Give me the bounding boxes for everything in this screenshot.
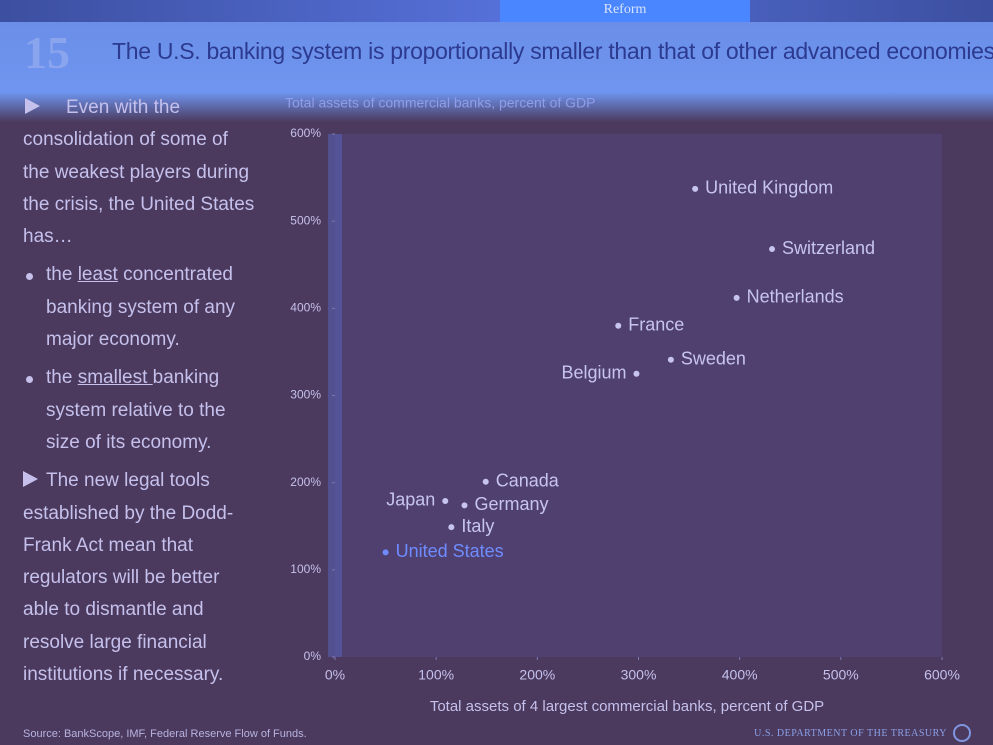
point-label: Japan bbox=[386, 490, 435, 510]
arrow-icon bbox=[23, 471, 38, 488]
sidebar: Even with the consolidation of some of t… bbox=[23, 92, 255, 697]
x-tick-label: 300% bbox=[621, 667, 657, 683]
y-tick-label: 100% bbox=[290, 562, 321, 576]
nav-bar bbox=[0, 0, 993, 22]
point bbox=[667, 356, 674, 363]
y-axis-label: Total assets of commercial banks, percen… bbox=[285, 95, 595, 111]
point bbox=[482, 478, 489, 485]
slide-title: The U.S. banking system is proportionall… bbox=[112, 38, 993, 64]
point bbox=[769, 246, 776, 253]
arrow-icon bbox=[25, 98, 40, 114]
point-label: Canada bbox=[496, 471, 560, 491]
text: concentrated banking system of any major… bbox=[46, 264, 236, 351]
plot-area bbox=[335, 134, 942, 657]
point-label: France bbox=[628, 315, 684, 335]
source: Source: BankScope, IMF, Federal Reserve … bbox=[23, 728, 307, 740]
point bbox=[461, 502, 468, 509]
slide-number: 15 bbox=[24, 27, 70, 78]
point bbox=[615, 322, 622, 329]
x-tick-label: 500% bbox=[823, 667, 859, 683]
seal-icon bbox=[953, 724, 971, 742]
point bbox=[448, 524, 455, 531]
y-tick-label: 500% bbox=[290, 213, 321, 227]
point-label: United Kingdom bbox=[705, 178, 833, 198]
point-label: Belgium bbox=[561, 362, 626, 382]
point bbox=[442, 497, 449, 504]
y-tick-label: 0% bbox=[304, 649, 322, 663]
footer: U.S. DEPARTMENT OF THE TREASURY bbox=[754, 728, 947, 739]
x-axis-label: Total assets of 4 largest commercial ban… bbox=[430, 698, 824, 715]
point-label: Italy bbox=[461, 516, 494, 536]
y-tick-label: 600% bbox=[290, 126, 321, 140]
header bbox=[0, 22, 993, 122]
bullet: the smallest banking system relative to … bbox=[23, 362, 255, 459]
text: the bbox=[46, 367, 78, 389]
text: The new legal tools established by the D… bbox=[23, 470, 234, 686]
paragraph: Even with the consolidation of some of t… bbox=[23, 92, 255, 253]
point bbox=[733, 294, 740, 301]
x-tick-label: 100% bbox=[418, 667, 454, 683]
chart: Total assets of commercial banks, percen… bbox=[285, 95, 960, 715]
x-tick-label: 600% bbox=[924, 667, 960, 683]
point-label: United States bbox=[396, 541, 504, 561]
point-label: Switzerland bbox=[782, 238, 875, 258]
point bbox=[382, 549, 389, 556]
x-tick-label: 0% bbox=[325, 667, 345, 683]
x-tick-label: 400% bbox=[722, 667, 758, 683]
x-tick-label: 200% bbox=[519, 667, 555, 683]
text: banking system relative to the size of i… bbox=[46, 367, 226, 453]
paragraph: The new legal tools established by the D… bbox=[23, 465, 255, 691]
text: smallest bbox=[77, 367, 153, 389]
point-label: Netherlands bbox=[747, 287, 844, 307]
y-tick-label: 400% bbox=[290, 301, 321, 315]
point-label: Sweden bbox=[681, 349, 746, 369]
point-label: Germany bbox=[474, 494, 548, 514]
bullet: the least concentrated banking system of… bbox=[23, 259, 255, 356]
point bbox=[692, 185, 699, 192]
text: least bbox=[77, 264, 118, 286]
y-tick-label: 300% bbox=[290, 388, 321, 402]
point bbox=[633, 370, 640, 377]
y-tick-label: 200% bbox=[290, 475, 321, 489]
text: the bbox=[46, 264, 78, 286]
nav-tab[interactable]: Reform bbox=[500, 0, 750, 22]
text: Even with the consolidation of some of t… bbox=[23, 97, 255, 248]
